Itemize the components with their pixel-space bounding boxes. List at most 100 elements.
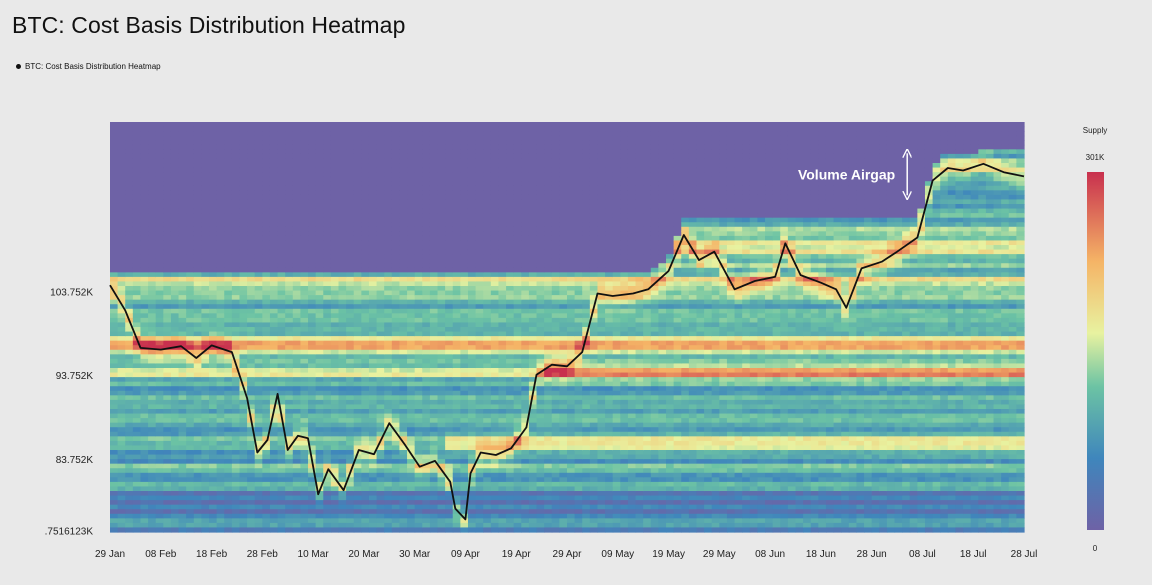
heatmap-cell [254, 135, 263, 141]
heatmap-cell [414, 317, 423, 324]
heatmap-cell [407, 413, 416, 419]
heatmap-cell [209, 290, 218, 296]
heatmap-cell [437, 276, 446, 283]
heatmap-cell [338, 468, 347, 474]
heatmap-cell [216, 204, 225, 210]
heatmap-cell [346, 181, 355, 187]
heatmap-cell [239, 254, 248, 260]
heatmap-cell [216, 172, 225, 178]
heatmap-cell [209, 518, 218, 524]
heatmap-cell [239, 322, 248, 328]
heatmap-cell [254, 440, 263, 447]
heatmap-cell [110, 349, 119, 355]
heatmap-cell [308, 213, 317, 219]
heatmap-cell [110, 144, 119, 150]
heatmap-cell [178, 213, 187, 219]
heatmap-cell [201, 372, 210, 378]
heatmap-cell [170, 308, 180, 314]
heatmap-cell [407, 354, 416, 360]
heatmap-cell [475, 504, 484, 510]
heatmap-cell [361, 500, 370, 506]
heatmap-cell [247, 149, 256, 155]
heatmap-cell [460, 354, 469, 360]
heatmap-cell [407, 167, 416, 173]
heatmap-cell [384, 358, 393, 365]
heatmap-cell [140, 381, 149, 387]
heatmap-cell [201, 486, 210, 492]
heatmap-cell [209, 504, 218, 510]
heatmap-cell [155, 322, 164, 328]
heatmap-cell [452, 204, 461, 210]
heatmap-cell [148, 163, 157, 169]
heatmap-cell [285, 495, 294, 501]
heatmap-cell [330, 245, 340, 251]
heatmap-cell [490, 176, 500, 182]
heatmap-cell [376, 308, 385, 314]
heatmap-cell [148, 509, 157, 515]
heatmap-cell [330, 504, 340, 510]
heatmap-cell [445, 349, 454, 355]
heatmap-cell [368, 349, 378, 355]
heatmap-cell [209, 281, 218, 287]
heatmap-cell [277, 504, 286, 510]
heatmap-cell [483, 336, 492, 342]
heatmap-cell [148, 258, 157, 264]
heatmap-cell [292, 235, 302, 242]
heatmap-cell [148, 254, 157, 260]
heatmap-cell [300, 272, 309, 278]
heatmap-cell [231, 276, 241, 283]
heatmap-cell [414, 509, 423, 515]
heatmap-cell [193, 349, 202, 355]
heatmap-cell [490, 172, 500, 178]
heatmap-cell [521, 331, 530, 337]
heatmap-cell [368, 126, 378, 132]
heatmap-cell [521, 386, 530, 392]
heatmap-cell [269, 258, 279, 264]
heatmap-cell [384, 131, 393, 137]
heatmap-cell [300, 135, 309, 141]
heatmap-cell [452, 404, 461, 410]
heatmap-cell [498, 459, 507, 465]
heatmap-cell [361, 295, 370, 301]
heatmap-cell [407, 331, 416, 337]
heatmap-cell [376, 126, 385, 132]
heatmap-cell [407, 185, 416, 191]
heatmap-cell [467, 354, 477, 360]
heatmap-cell [346, 240, 355, 246]
heatmap-cell [445, 381, 454, 387]
heatmap-cell [483, 504, 492, 510]
heatmap-cell [391, 395, 401, 401]
heatmap-cell [330, 491, 340, 497]
heatmap-cell [346, 144, 355, 150]
heatmap-cell [452, 245, 461, 251]
heatmap-cell [384, 459, 393, 465]
heatmap-cell [376, 450, 385, 456]
heatmap-cell [132, 254, 142, 260]
heatmap-cell [368, 445, 378, 451]
heatmap-cell [330, 317, 340, 324]
heatmap-cell [399, 504, 408, 510]
heatmap-cell [376, 427, 385, 433]
heatmap-cell [330, 527, 340, 533]
heatmap-cell [308, 395, 317, 401]
heatmap-cell [277, 267, 286, 273]
heatmap-cell [323, 472, 332, 478]
heatmap-cell [216, 477, 225, 483]
heatmap-cell [506, 290, 515, 296]
heatmap-cell [140, 463, 149, 469]
heatmap-cell [315, 149, 324, 155]
chart-legend[interactable]: BTC: Cost Basis Distribution Heatmap [16, 62, 161, 71]
heatmap-cell [132, 313, 142, 319]
heatmap-cell [407, 217, 416, 223]
heatmap-cell [330, 349, 340, 355]
heatmap-cell [490, 317, 500, 324]
heatmap-cell [148, 368, 157, 374]
heatmap-cell [117, 399, 126, 406]
heatmap-cell [346, 131, 355, 137]
heatmap-cell [193, 295, 202, 301]
heatmap-cell [399, 395, 408, 401]
heatmap-cell [170, 245, 180, 251]
heatmap-cell [209, 158, 218, 164]
heatmap-cell [429, 290, 439, 296]
heatmap-cell [407, 358, 416, 365]
